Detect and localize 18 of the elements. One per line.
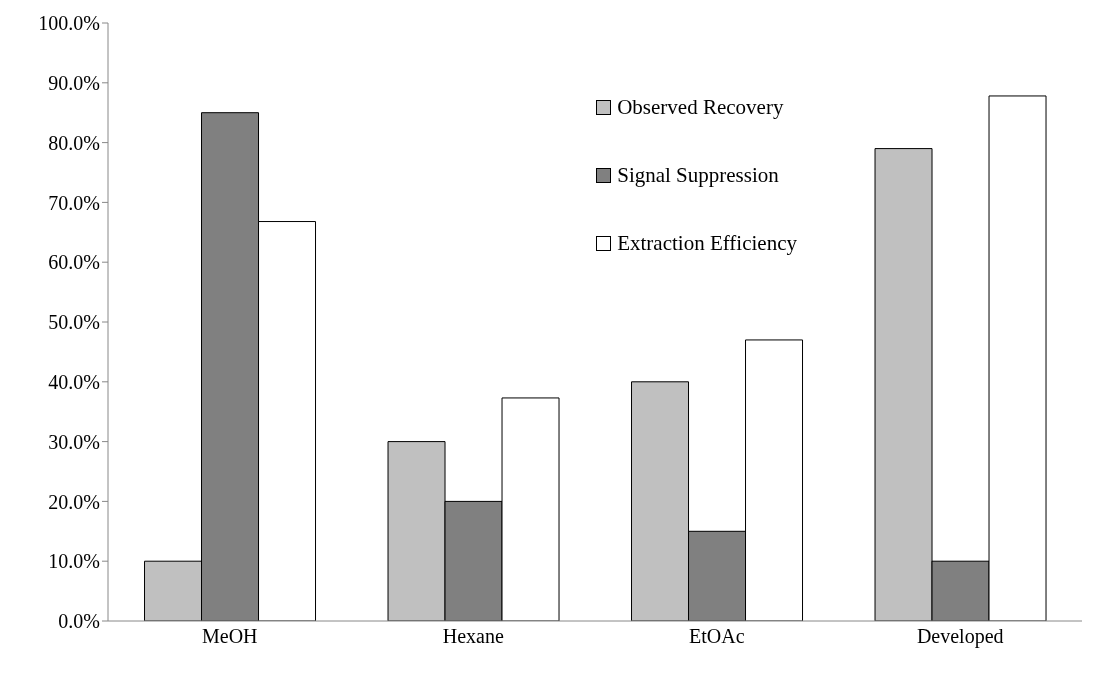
y-tick-label: 90.0% [48, 71, 100, 94]
legend-label: Signal Suppression [617, 162, 779, 188]
y-tick-label: 70.0% [48, 191, 100, 214]
x-tick-label: EtOAc [688, 625, 745, 648]
x-tick-label: MeOH [201, 625, 258, 648]
y-tick-label: 0.0% [58, 610, 100, 633]
x-tick-label: Developed [916, 625, 1004, 649]
y-tick-label: 100.0% [38, 12, 100, 35]
y-tick-label: 20.0% [48, 490, 100, 513]
legend-label: Observed Recovery [617, 94, 784, 120]
y-tick-label: 50.0% [48, 311, 100, 334]
y-tick-label: 80.0% [48, 131, 100, 154]
y-tick-label: 40.0% [48, 370, 100, 393]
y-tick-label: 10.0% [48, 550, 100, 573]
x-tick-label: Hexane [442, 625, 504, 648]
y-tick-label: 30.0% [48, 430, 100, 453]
legend-label: Extraction Efficiency [617, 230, 797, 256]
y-tick-label: 60.0% [48, 251, 100, 274]
